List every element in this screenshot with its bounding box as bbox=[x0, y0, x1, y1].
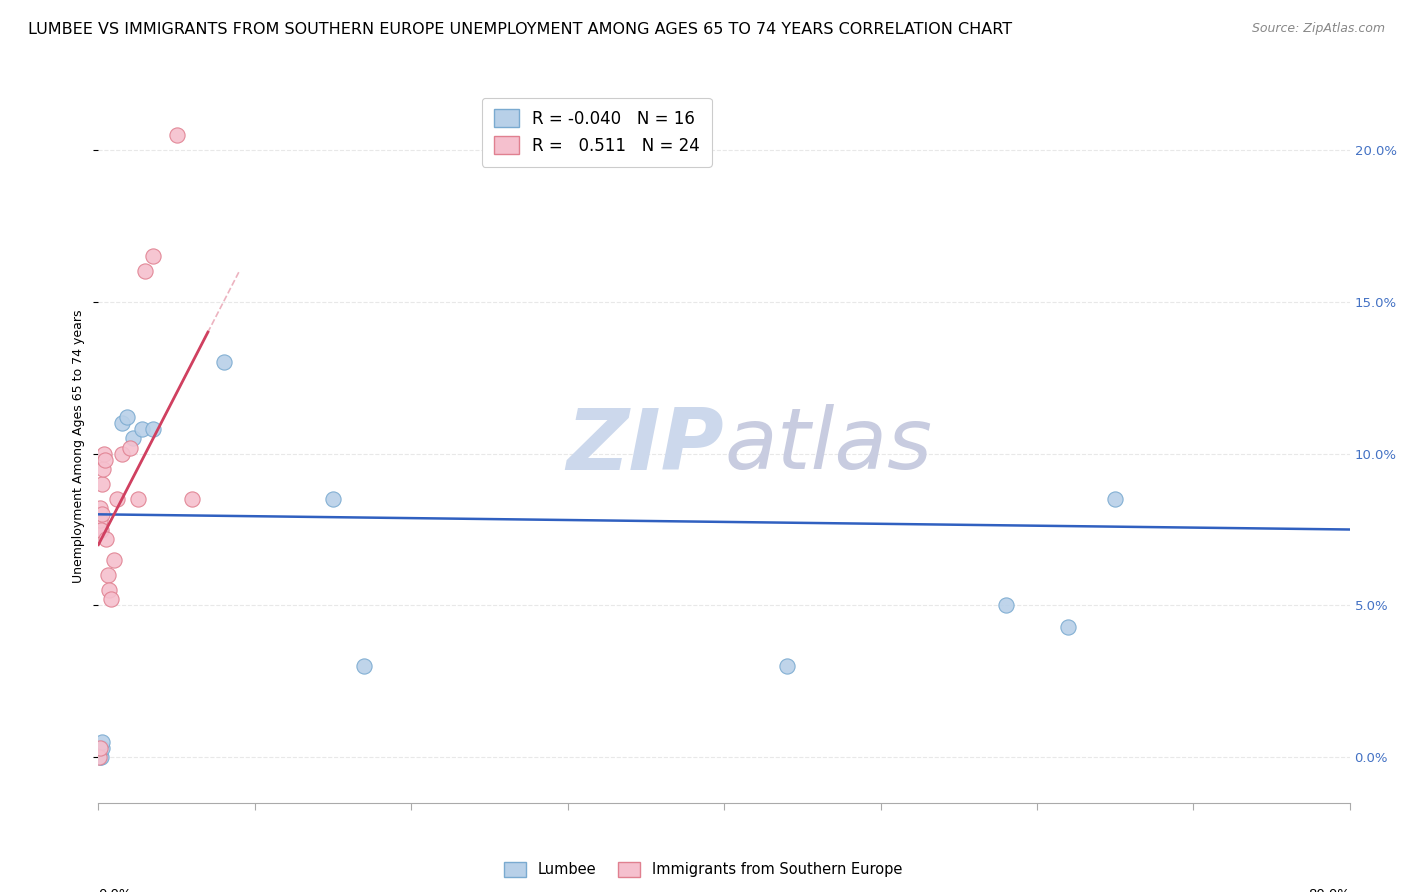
Point bbox=[89, 523, 111, 537]
Point bbox=[131, 422, 153, 436]
Y-axis label: Unemployment Among Ages 65 to 74 years: Unemployment Among Ages 65 to 74 years bbox=[72, 310, 86, 582]
Point bbox=[103, 553, 125, 567]
Text: Source: ZipAtlas.com: Source: ZipAtlas.com bbox=[1251, 22, 1385, 36]
Point bbox=[91, 735, 114, 749]
Point bbox=[100, 592, 122, 607]
Point bbox=[181, 492, 204, 507]
Point bbox=[127, 492, 149, 507]
Point bbox=[115, 410, 138, 425]
Point bbox=[93, 452, 115, 467]
Point bbox=[90, 508, 112, 522]
Point bbox=[96, 532, 118, 546]
Point bbox=[89, 750, 111, 764]
Text: atlas: atlas bbox=[724, 404, 932, 488]
Point bbox=[111, 447, 134, 461]
Point bbox=[90, 523, 112, 537]
Text: LUMBEE VS IMMIGRANTS FROM SOUTHERN EUROPE UNEMPLOYMENT AMONG AGES 65 TO 74 YEARS: LUMBEE VS IMMIGRANTS FROM SOUTHERN EUROP… bbox=[28, 22, 1012, 37]
Point bbox=[89, 750, 111, 764]
Point bbox=[93, 447, 115, 461]
Point bbox=[89, 741, 111, 756]
Point bbox=[90, 741, 112, 756]
Point bbox=[142, 422, 165, 436]
Point bbox=[1057, 620, 1080, 634]
Point bbox=[212, 355, 235, 369]
Point bbox=[111, 416, 134, 430]
Point bbox=[994, 599, 1017, 613]
Point bbox=[142, 249, 165, 263]
Point bbox=[121, 431, 143, 445]
Text: 80.0%: 80.0% bbox=[1308, 888, 1350, 892]
Point bbox=[89, 513, 111, 527]
Point bbox=[134, 264, 156, 278]
Legend: R = -0.040   N = 16, R =   0.511   N = 24: R = -0.040 N = 16, R = 0.511 N = 24 bbox=[482, 97, 711, 167]
Text: 0.0%: 0.0% bbox=[98, 888, 132, 892]
Point bbox=[91, 462, 114, 476]
Point bbox=[776, 659, 799, 673]
Point bbox=[166, 128, 188, 142]
Point bbox=[98, 583, 121, 598]
Point bbox=[1104, 492, 1126, 507]
Point bbox=[90, 750, 112, 764]
Text: ZIP: ZIP bbox=[567, 404, 724, 488]
Point bbox=[322, 492, 344, 507]
Point bbox=[89, 501, 111, 516]
Point bbox=[353, 659, 375, 673]
Legend: Lumbee, Immigrants from Southern Europe: Lumbee, Immigrants from Southern Europe bbox=[498, 855, 908, 883]
Point bbox=[105, 492, 128, 507]
Point bbox=[118, 441, 141, 455]
Point bbox=[97, 568, 120, 582]
Point bbox=[91, 477, 114, 491]
